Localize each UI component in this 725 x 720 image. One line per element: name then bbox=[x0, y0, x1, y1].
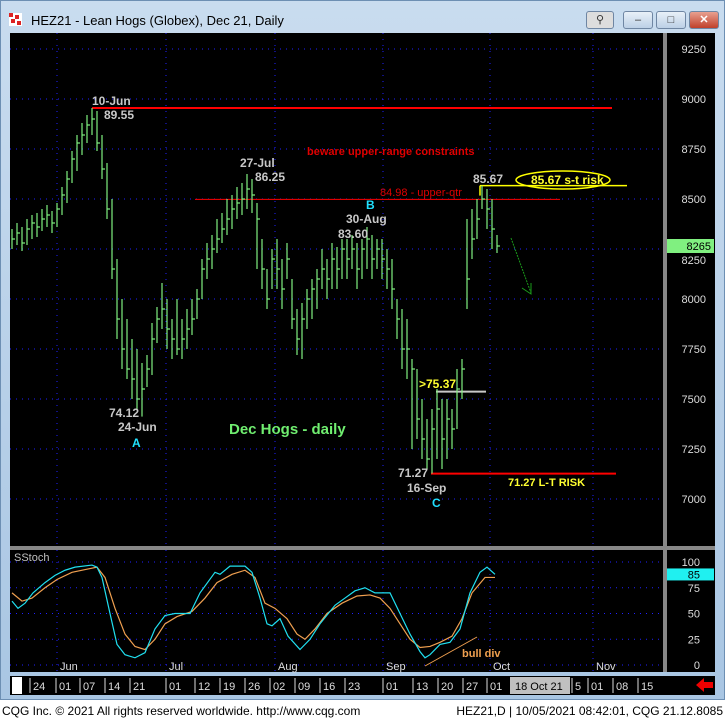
date-cursor-label: 18 Oct 21 bbox=[515, 681, 563, 693]
copyright-footer: CQG Inc. © 2021 All rights reserved worl… bbox=[2, 704, 361, 718]
minimize-button[interactable]: – bbox=[623, 11, 653, 29]
price-tick-label: 8250 bbox=[682, 255, 706, 267]
month-label: Jul bbox=[169, 661, 183, 673]
label-c: C bbox=[432, 496, 441, 510]
scroll-handle[interactable] bbox=[12, 677, 22, 694]
label-aug30-date: 30-Aug bbox=[346, 212, 387, 226]
date-label: 26 bbox=[248, 681, 260, 693]
label-recent-high: 85.67 bbox=[473, 172, 504, 186]
date-label: 15 bbox=[641, 681, 653, 693]
label-upper-qtr: 84.98 - upper-qtr bbox=[380, 187, 462, 199]
last-price-label: 8265 bbox=[687, 241, 711, 253]
link-icon: ⚲ bbox=[595, 14, 605, 26]
stoch-title: SStoch bbox=[14, 552, 50, 564]
date-label: 19 bbox=[223, 681, 235, 693]
label-sep16-date: 16-Sep bbox=[407, 481, 447, 495]
price-chart: 9250 9000 8750 8500 8250 8000 7750 7500 7250 7000… bbox=[10, 33, 715, 695]
label-lt-risk: 71.27 L-T RISK bbox=[508, 477, 586, 489]
month-label: Sep bbox=[386, 661, 406, 673]
down-arrow-head-icon bbox=[521, 283, 532, 295]
stoch-fast-line bbox=[11, 564, 496, 659]
date-label: 02 bbox=[273, 681, 285, 693]
link-button[interactable]: ⚲ bbox=[586, 11, 614, 29]
price-tick-label: 8750 bbox=[682, 144, 706, 156]
date-label: 01 bbox=[386, 681, 398, 693]
label-beware: beware upper-range constraints bbox=[307, 146, 475, 158]
label-aug30-price: 83.60 bbox=[338, 227, 369, 241]
price-tick-label: 7750 bbox=[682, 344, 706, 356]
date-label: 27 bbox=[466, 681, 478, 693]
stoch-plot-area bbox=[10, 550, 663, 672]
label-jun10-price: 89.55 bbox=[104, 108, 135, 122]
label-jul27-price: 86.25 bbox=[255, 170, 286, 184]
last-stoch-tag bbox=[667, 568, 714, 581]
price-tick-label: 9250 bbox=[682, 44, 706, 56]
price-tick-label: 7000 bbox=[682, 494, 706, 506]
date-label: 16 bbox=[323, 681, 335, 693]
label-bull-div: bull div bbox=[462, 648, 501, 660]
date-label: 09 bbox=[298, 681, 310, 693]
label-sep16-price: 71.27 bbox=[398, 466, 429, 480]
date-label: 01 bbox=[591, 681, 603, 693]
chart-title-label: Dec Hogs - daily bbox=[229, 421, 346, 438]
price-tick-label: 7500 bbox=[682, 394, 706, 406]
date-label: 14 bbox=[108, 681, 120, 693]
down-arrow-line bbox=[510, 237, 532, 294]
date-label: 01 bbox=[169, 681, 181, 693]
date-label: 21 bbox=[133, 681, 145, 693]
date-label: 13 bbox=[416, 681, 428, 693]
month-label: Oct bbox=[493, 661, 510, 673]
st-risk-ellipse bbox=[515, 170, 611, 190]
stoch-tick-label: 100 bbox=[682, 557, 700, 569]
price-tick-label: 8500 bbox=[682, 194, 706, 206]
date-label: 23 bbox=[348, 681, 360, 693]
last-price-tag bbox=[667, 239, 714, 253]
price-axis bbox=[663, 33, 715, 672]
date-label: 08 bbox=[616, 681, 628, 693]
window-title: HEZ21 - Lean Hogs (Globex), Dec 21, Dail… bbox=[31, 13, 284, 28]
date-label: 12 bbox=[198, 681, 210, 693]
stoch-tick-label: 75 bbox=[688, 583, 700, 595]
date-label: 01 bbox=[490, 681, 502, 693]
status-footer: HEZ21,D | 10/05/2021 08:42:01, CQG 21.12… bbox=[456, 704, 723, 718]
label-b: B bbox=[366, 198, 375, 212]
label-jun10-date: 10-Jun bbox=[92, 94, 131, 108]
pane-separator bbox=[10, 546, 715, 550]
month-label: Jun bbox=[60, 661, 78, 673]
date-cursor-box bbox=[510, 677, 570, 694]
date-label: 5 bbox=[575, 681, 581, 693]
price-tick-label: 9000 bbox=[682, 94, 706, 106]
label-st-risk: 85.67 s-t risk bbox=[531, 173, 604, 187]
date-label: 20 bbox=[441, 681, 453, 693]
label-breakout: >75.37 bbox=[419, 377, 457, 391]
month-label: Nov bbox=[596, 661, 616, 673]
label-jun24-price: 74.12 bbox=[109, 406, 140, 420]
stoch-tick-label: 25 bbox=[688, 634, 700, 646]
price-tick-label: 8000 bbox=[682, 294, 706, 306]
label-jul27-date: 27-Jul bbox=[240, 156, 275, 170]
label-a: A bbox=[132, 436, 141, 450]
month-label: Aug bbox=[278, 661, 298, 673]
main-plot-area bbox=[10, 33, 663, 546]
title-bar: HEZ21 - Lean Hogs (Globex), Dec 21, Dail… bbox=[1, 1, 725, 34]
scroll-right-arrow-icon[interactable] bbox=[696, 678, 713, 692]
stoch-tick-label: 50 bbox=[688, 609, 700, 621]
last-stoch-label: 85 bbox=[688, 569, 700, 581]
axis-separator bbox=[663, 33, 667, 672]
close-button[interactable]: ✕ bbox=[689, 11, 719, 29]
cqg-logo-icon bbox=[9, 13, 22, 26]
label-jun24-date: 24-Jun bbox=[118, 420, 157, 434]
date-label: 01 bbox=[59, 681, 71, 693]
stoch-tick-label: 0 bbox=[694, 660, 700, 672]
bull-div-line bbox=[424, 636, 478, 667]
date-label: 07 bbox=[83, 681, 95, 693]
maximize-button[interactable]: □ bbox=[656, 11, 686, 29]
price-tick-label: 7250 bbox=[682, 444, 706, 456]
date-label: 24 bbox=[33, 681, 45, 693]
